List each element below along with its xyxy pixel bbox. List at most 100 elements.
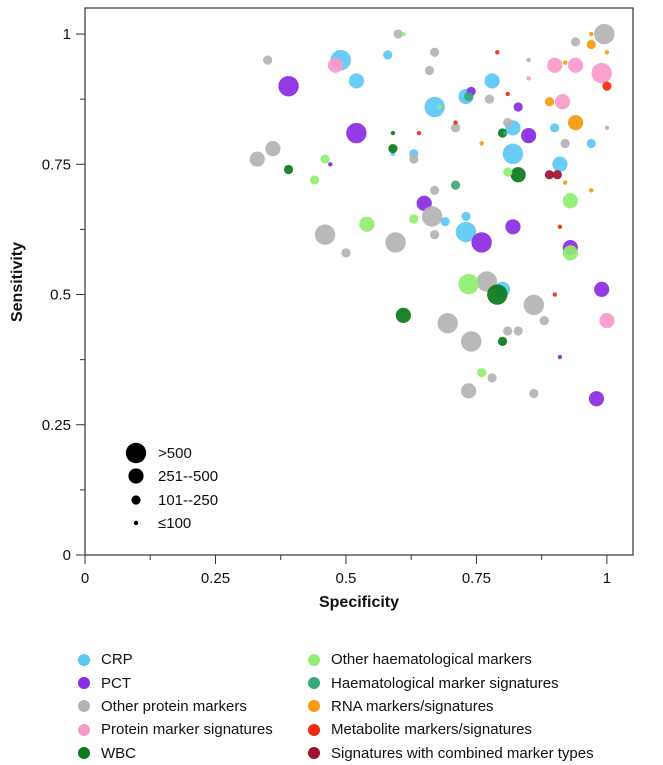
y-tick-label-4: 1 bbox=[63, 26, 71, 43]
data-point-5-8 bbox=[401, 31, 406, 37]
data-point-2-19 bbox=[523, 294, 545, 316]
data-point-7-3 bbox=[604, 50, 610, 55]
data-point-3-2 bbox=[554, 94, 571, 110]
size-legend-label-2: 101--250 bbox=[158, 492, 218, 509]
data-point-7-5 bbox=[562, 180, 568, 185]
data-point-7-4 bbox=[589, 188, 594, 193]
size-legend-marker-1 bbox=[128, 468, 144, 484]
data-point-7-1 bbox=[586, 39, 596, 50]
data-point-0-9 bbox=[552, 156, 568, 172]
size-legend-marker-0 bbox=[125, 442, 147, 464]
legend-label-1: PCT bbox=[101, 674, 131, 692]
data-point-4-3 bbox=[395, 307, 411, 323]
data-point-4-6 bbox=[497, 128, 508, 138]
legend-label-3: Protein marker signatures bbox=[101, 721, 273, 739]
data-point-1-5 bbox=[521, 128, 537, 144]
legend-item-5: Other haematological markers bbox=[308, 648, 663, 671]
data-point-2-18 bbox=[513, 326, 523, 336]
data-point-2-21 bbox=[539, 315, 549, 326]
y-tick-label-1: 0.25 bbox=[42, 417, 71, 434]
legend-item-4: WBC bbox=[78, 742, 308, 765]
legend-swatch-7 bbox=[308, 700, 320, 713]
legend-swatch-3 bbox=[78, 723, 90, 736]
data-point-2-4 bbox=[249, 151, 265, 167]
data-point-4-0 bbox=[283, 164, 294, 175]
data-point-5-7 bbox=[562, 245, 578, 261]
data-point-9-1 bbox=[552, 170, 562, 180]
data-point-1-10 bbox=[588, 391, 605, 407]
data-point-0-10 bbox=[586, 138, 596, 149]
data-point-5-4 bbox=[458, 273, 479, 295]
size-legend-marker-3 bbox=[133, 520, 139, 526]
legend-item-8: Metabolite markers/signatures bbox=[308, 718, 663, 741]
legend-swatch-4 bbox=[78, 747, 90, 760]
y-tick-label-2: 0.5 bbox=[50, 287, 71, 304]
data-point-2-26 bbox=[526, 57, 531, 63]
data-point-7-0 bbox=[567, 115, 584, 131]
legend-item-2: Other protein markers bbox=[78, 695, 308, 718]
data-point-2-3 bbox=[430, 47, 440, 57]
data-point-0-11 bbox=[455, 221, 477, 243]
data-point-0-5 bbox=[484, 73, 500, 89]
data-point-5-3 bbox=[409, 214, 419, 224]
data-point-7-6 bbox=[562, 60, 568, 65]
scatter-chart: 0 0.25 0.5 0.75 1 0 0.25 0.5 0.75 1 Specificity S… bbox=[9, 7, 634, 611]
data-point-2-11 bbox=[430, 230, 440, 240]
data-point-1-12 bbox=[328, 162, 333, 167]
data-point-2-29 bbox=[409, 154, 419, 164]
data-point-2-0 bbox=[263, 55, 273, 65]
data-point-0-12 bbox=[461, 211, 471, 221]
data-point-2-27 bbox=[604, 125, 610, 131]
data-point-6-0 bbox=[450, 180, 461, 190]
data-point-1-1 bbox=[346, 122, 367, 144]
data-point-4-4 bbox=[487, 284, 508, 305]
data-point-1-7 bbox=[513, 102, 523, 112]
data-point-8-6 bbox=[505, 91, 510, 97]
data-point-5-2 bbox=[359, 216, 375, 232]
data-point-2-17 bbox=[503, 326, 513, 336]
data-point-9-0 bbox=[544, 170, 555, 180]
data-point-2-2 bbox=[424, 65, 435, 76]
category-legend: CRP PCT Other protein markers Protein marke… bbox=[78, 648, 663, 765]
data-point-4-1 bbox=[388, 144, 398, 154]
data-point-2-9 bbox=[421, 206, 443, 227]
data-point-1-2 bbox=[471, 232, 492, 253]
legend-item-3: Protein marker signatures bbox=[78, 718, 308, 741]
x-tick-label-1: 0.25 bbox=[201, 570, 230, 587]
legend-item-7: RNA markers/signatures bbox=[308, 695, 663, 718]
data-point-1-0 bbox=[278, 75, 299, 97]
y-tick-label-0: 0 bbox=[63, 547, 71, 564]
data-point-2-16 bbox=[484, 94, 495, 104]
data-point-8-2 bbox=[552, 292, 557, 297]
legend-swatch-2 bbox=[78, 700, 90, 713]
legend-swatch-1 bbox=[78, 677, 90, 690]
legend-label-8: Metabolite markers/signatures bbox=[331, 721, 532, 739]
data-point-2-13 bbox=[461, 331, 482, 352]
data-point-1-11 bbox=[557, 354, 563, 360]
data-point-0-1 bbox=[348, 73, 364, 89]
size-legend-marker-2 bbox=[131, 495, 141, 505]
data-point-3-5 bbox=[599, 312, 615, 329]
data-point-4-7 bbox=[497, 336, 508, 347]
data-point-3-3 bbox=[567, 57, 584, 73]
data-point-7-8 bbox=[479, 141, 484, 146]
legend-item-0: CRP bbox=[78, 648, 308, 671]
data-point-8-4 bbox=[416, 130, 422, 136]
x-tick-label-4: 1 bbox=[603, 570, 611, 587]
data-point-5-10 bbox=[503, 167, 513, 177]
size-legend: >500 251--500 101--250 ≤100 bbox=[125, 442, 218, 532]
legend-item-6: Haematological marker signatures bbox=[308, 671, 663, 694]
data-point-2-25 bbox=[594, 23, 615, 45]
data-point-5-6 bbox=[562, 193, 578, 209]
data-point-2-12 bbox=[437, 312, 458, 334]
data-point-2-7 bbox=[341, 248, 351, 258]
data-point-0-3 bbox=[424, 96, 445, 118]
data-point-4-5 bbox=[510, 167, 526, 183]
data-point-0-2 bbox=[383, 50, 393, 60]
data-point-2-8 bbox=[385, 232, 406, 253]
data-point-6-2 bbox=[502, 130, 508, 136]
size-legend-label-1: 251--500 bbox=[158, 468, 218, 485]
data-point-8-0 bbox=[602, 81, 612, 91]
x-tick-label-0: 0 bbox=[81, 570, 89, 587]
x-tick-label-2: 0.5 bbox=[336, 570, 357, 587]
